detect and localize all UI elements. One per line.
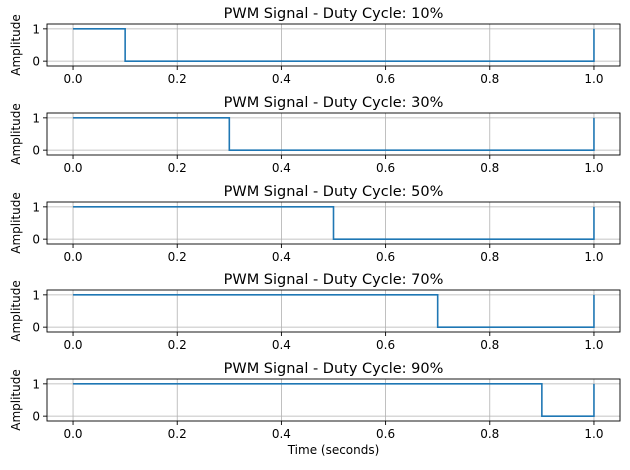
y-tick-label: 0 [32,144,40,158]
plot-area [47,113,620,155]
axes-frame [46,378,621,422]
x-tick-label: 0.8 [480,72,499,86]
x-tick-label: 0.2 [168,250,187,264]
pwm-signal-line [73,28,595,62]
x-tick-label: 1.0 [584,72,603,86]
x-tick-label: 0.2 [168,72,187,86]
x-tick-label: 1.0 [584,161,603,175]
subplot-title: PWM Signal - Duty Cycle: 30% [224,95,444,111]
subplot-title: PWM Signal - Duty Cycle: 10% [224,6,444,22]
x-tick-label: 0.2 [168,338,187,352]
x-tick-label: 0.8 [480,250,499,264]
pwm-signal-line [73,383,595,417]
subplot-4: 0.0 0.2 0.4 0.6 0.8 1.0 0 1 PWM Signal - Duty Cy… [9,272,621,352]
x-tick-label: 0.0 [63,72,82,86]
x-tick-label: 0.4 [272,72,291,86]
subplot-title: PWM Signal - Duty Cycle: 50% [224,184,444,200]
subplot-title: PWM Signal - Duty Cycle: 70% [224,272,444,288]
subplot-2: 0.0 0.2 0.4 0.6 0.8 1.0 0 1 PWM Signal - Duty Cy… [9,95,621,175]
x-tick-label: 1.0 [584,338,603,352]
x-tick-label: 0.6 [376,250,395,264]
axes-frame [46,201,621,245]
x-tick-label: 0.4 [272,250,291,264]
x-tick-label: 0.8 [480,338,499,352]
x-tick-label: 0.0 [63,161,82,175]
y-tick-label: 1 [32,377,40,391]
x-tick-label: 0.4 [272,427,291,441]
x-tick-label: 0.6 [376,72,395,86]
pwm-signal-line [73,117,595,151]
y-axis-label: Amplitude [9,192,23,254]
y-axis-label: Amplitude [9,280,23,342]
x-tick-label: 1.0 [584,427,603,441]
plot-area [47,379,620,421]
x-tick-label: 0.6 [376,161,395,175]
x-tick-label: 0.0 [63,250,82,264]
x-tick-label: 0.6 [376,338,395,352]
x-tick-label: 0.4 [272,161,291,175]
y-tick-label: 1 [32,22,40,36]
x-tick-label: 0.0 [63,338,82,352]
plot-area [47,24,620,66]
y-tick-label: 1 [32,111,40,125]
axes-frame [46,23,621,67]
axes-frame [46,112,621,156]
x-tick-label: 0.2 [168,161,187,175]
x-tick-label: 1.0 [584,250,603,264]
y-tick-label: 0 [32,410,40,424]
x-tick-label: 0.8 [480,161,499,175]
x-axis-label: Time (seconds) [287,443,380,457]
subplot-3: 0.0 0.2 0.4 0.6 0.8 1.0 0 1 PWM Signal - Duty Cy… [9,184,621,264]
subplot-5: 0.0 0.2 0.4 0.6 0.8 1.0 0 1 PWM Signal - Duty Cy… [9,361,621,457]
subplot-title: PWM Signal - Duty Cycle: 90% [224,361,444,377]
pwm-signal-line [73,206,595,240]
pwm-signal-line [73,294,595,328]
y-axis-label: Amplitude [9,369,23,431]
y-tick-label: 0 [32,233,40,247]
x-tick-label: 0.0 [63,427,82,441]
y-tick-label: 0 [32,55,40,69]
subplot-1: 0.0 0.2 0.4 0.6 0.8 1.0 0 1 PWM Signal - Duty Cy… [9,6,621,86]
y-tick-label: 1 [32,288,40,302]
y-axis-label: Amplitude [9,103,23,165]
y-tick-label: 0 [32,321,40,335]
x-tick-label: 0.4 [272,338,291,352]
axes-frame [46,289,621,333]
x-tick-label: 0.8 [480,427,499,441]
y-tick-label: 1 [32,200,40,214]
x-tick-label: 0.6 [376,427,395,441]
y-axis-label: Amplitude [9,14,23,76]
plot-area [47,290,620,332]
x-tick-label: 0.2 [168,427,187,441]
